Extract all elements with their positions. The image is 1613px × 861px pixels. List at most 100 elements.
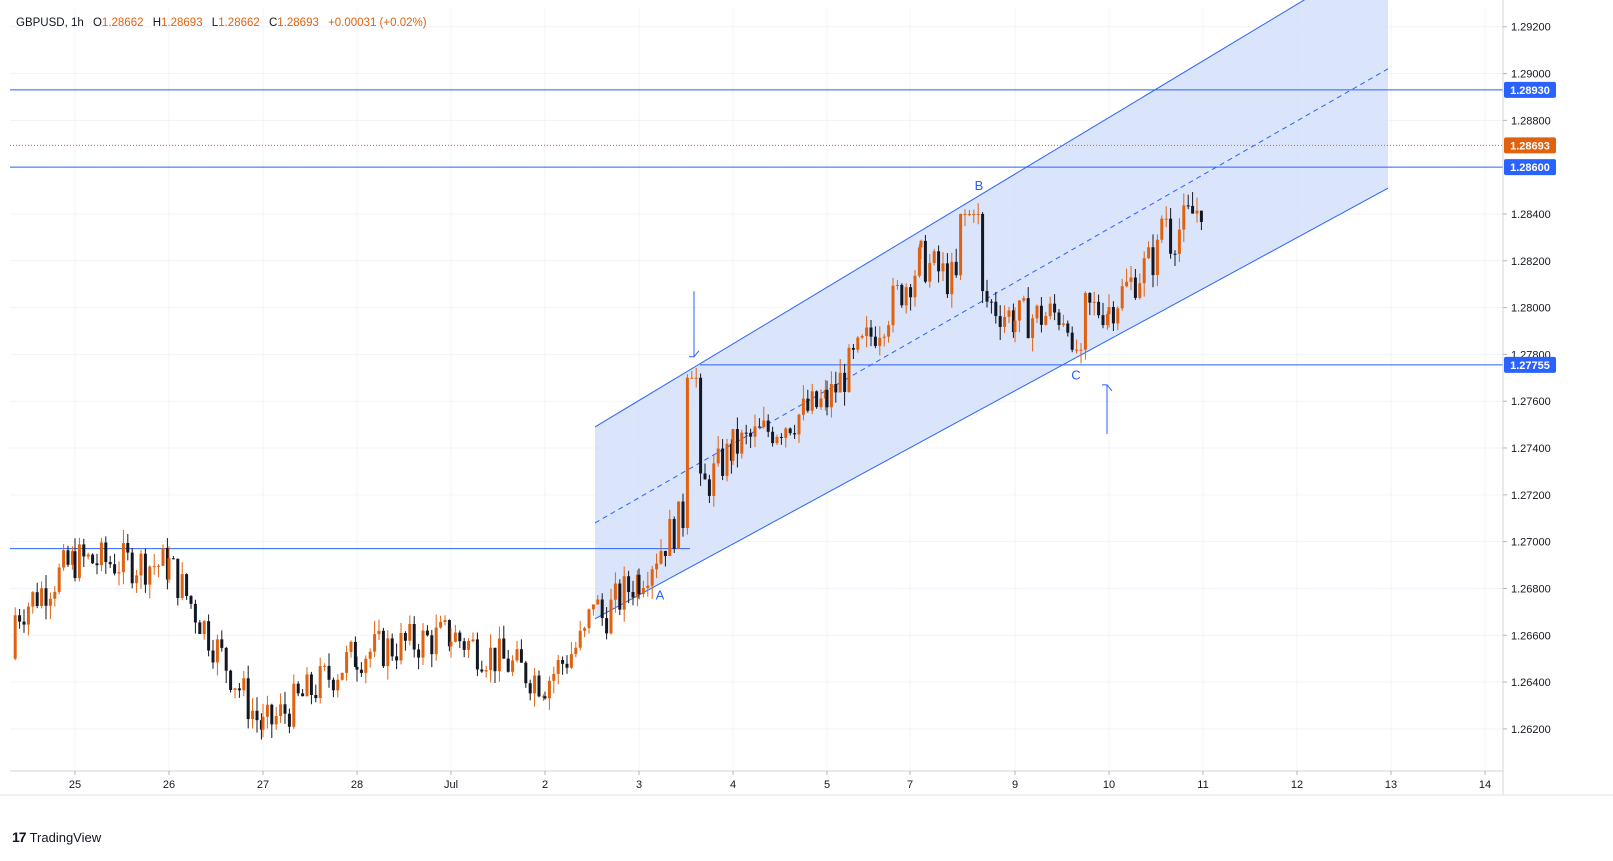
y-tick-label: 1.27000	[1511, 537, 1551, 549]
candle-down	[331, 679, 335, 691]
candle-down	[185, 574, 189, 596]
candle-up	[1129, 277, 1133, 282]
y-tick-label: 1.29200	[1511, 22, 1551, 34]
candle-up	[533, 675, 537, 694]
candle-up	[574, 647, 578, 655]
price-tag-label: 1.27755	[1510, 360, 1550, 372]
candle-down	[417, 649, 421, 658]
candle-up	[1125, 281, 1129, 287]
axes: 1.29200 1.29000 1.28800 1.28400 1.28200 1.280…	[0, 0, 1613, 796]
candle-down	[259, 720, 263, 730]
candle-up	[731, 429, 735, 461]
candle-up	[712, 463, 716, 496]
price-tag-label: 1.28693	[1510, 140, 1550, 152]
candle-down	[381, 630, 385, 667]
candle-down	[994, 301, 998, 317]
candle-down	[189, 595, 193, 604]
candle-up	[1044, 315, 1048, 325]
candles	[13, 192, 1203, 740]
candle-down	[699, 377, 703, 474]
candle-down	[229, 670, 233, 690]
candle-down	[1199, 210, 1203, 222]
annotation-c: C	[1071, 367, 1080, 382]
symbol-label[interactable]: GBPUSD	[16, 17, 65, 29]
candle-up	[26, 606, 30, 625]
candle-down	[806, 398, 810, 411]
candle-up	[1083, 293, 1087, 350]
y-tick-label: 1.26200	[1511, 724, 1551, 736]
candle-up	[690, 377, 694, 379]
interval-label[interactable]: 1h	[70, 17, 84, 29]
candle-up	[399, 632, 403, 661]
candle-down	[766, 420, 770, 432]
candle-down	[353, 641, 357, 667]
candle-down	[22, 621, 26, 625]
candle-up	[1105, 314, 1109, 326]
candle-down	[1191, 205, 1195, 214]
candle-down	[82, 544, 86, 557]
candle-down	[255, 710, 259, 721]
candle-up	[641, 587, 645, 594]
candle-up	[904, 287, 908, 306]
candle-down	[359, 669, 363, 673]
x-tick-label: 14	[1479, 779, 1491, 791]
x-tick-label: 10	[1103, 779, 1115, 791]
candle-down	[35, 592, 39, 606]
candle-down	[937, 251, 941, 272]
candle-up	[86, 554, 90, 557]
candle-up	[541, 696, 545, 698]
candle-up	[967, 213, 971, 215]
y-tick-label: 1.28200	[1511, 256, 1551, 268]
candle-up	[340, 672, 344, 680]
candle-up	[591, 604, 595, 610]
candle-up	[471, 639, 475, 642]
candle-down	[869, 327, 873, 337]
low-label: L	[211, 17, 219, 29]
candle-down	[211, 650, 215, 663]
candle-up	[368, 651, 372, 659]
candle-up	[613, 583, 617, 600]
candle-up	[1007, 310, 1011, 317]
candle-up	[233, 688, 237, 690]
candle-up	[1116, 308, 1120, 324]
candle-down	[909, 287, 913, 298]
candle-down	[224, 647, 228, 671]
candle-down	[1186, 205, 1190, 207]
candle-up	[753, 426, 757, 437]
candle-up	[1079, 349, 1083, 351]
candle-down	[600, 599, 604, 619]
y-tick-label: 1.29000	[1511, 69, 1551, 81]
candle-up	[1182, 205, 1186, 230]
candle-up	[860, 335, 864, 338]
candle-up	[386, 638, 390, 667]
candle-down	[771, 431, 775, 444]
candle-up	[694, 377, 698, 379]
candle-up	[556, 660, 560, 674]
y-tick-label: 1.27600	[1511, 396, 1551, 408]
candle-down	[981, 213, 985, 292]
candle-down	[627, 576, 631, 593]
candle-up	[377, 630, 381, 635]
candle-down	[502, 638, 506, 659]
candle-up	[1120, 286, 1124, 309]
candle-up	[467, 641, 471, 650]
candle-up	[251, 710, 255, 720]
annotation-a: A	[656, 587, 665, 602]
candle-down	[1039, 305, 1043, 325]
candle-down	[843, 372, 847, 392]
tradingview-brand[interactable]: 17 TradingView	[12, 829, 101, 845]
candle-up	[976, 213, 980, 215]
price-tags: 1.28930 1.28693 1.28600 1.27755	[1504, 81, 1556, 373]
candle-up	[484, 670, 488, 672]
level-price-tag	[1504, 159, 1556, 176]
candle-down	[565, 663, 569, 668]
candle-down	[721, 448, 725, 476]
candle-up	[941, 263, 945, 272]
candle-up	[668, 519, 672, 557]
candle-up	[364, 658, 368, 673]
candle-down	[1026, 298, 1030, 339]
candle-up	[1107, 307, 1111, 315]
candle-up	[135, 575, 139, 584]
